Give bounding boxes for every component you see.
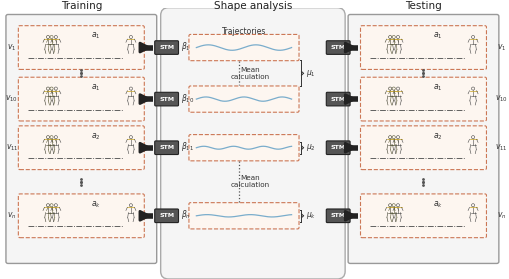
Text: STM: STM	[331, 97, 346, 102]
Text: STM: STM	[159, 45, 174, 50]
FancyBboxPatch shape	[360, 26, 487, 69]
Text: $v_n$: $v_n$	[497, 211, 506, 221]
FancyBboxPatch shape	[6, 15, 157, 263]
Text: $a_1$: $a_1$	[91, 31, 101, 41]
Text: $\mu_1$: $\mu_1$	[306, 68, 316, 79]
FancyBboxPatch shape	[18, 126, 145, 170]
FancyBboxPatch shape	[326, 209, 350, 223]
FancyBboxPatch shape	[155, 209, 179, 223]
Text: $a_1$: $a_1$	[91, 82, 101, 93]
Text: Trajectories: Trajectories	[222, 27, 266, 35]
FancyBboxPatch shape	[155, 141, 179, 155]
FancyBboxPatch shape	[161, 8, 345, 279]
Text: $\beta_1$: $\beta_1$	[181, 40, 190, 53]
Text: $v_{10}$: $v_{10}$	[6, 94, 18, 104]
FancyBboxPatch shape	[326, 92, 350, 106]
Text: $a_1$: $a_1$	[434, 31, 443, 41]
Text: $a_k$: $a_k$	[91, 199, 101, 210]
Text: STM: STM	[331, 45, 346, 50]
Text: $a_2$: $a_2$	[91, 131, 101, 141]
Text: Shape analysis: Shape analysis	[214, 1, 292, 11]
Text: Mean
calculation: Mean calculation	[231, 67, 270, 80]
FancyBboxPatch shape	[18, 77, 145, 121]
Text: STM: STM	[159, 213, 174, 218]
FancyBboxPatch shape	[360, 77, 487, 121]
Text: $a_1$: $a_1$	[434, 82, 443, 93]
FancyBboxPatch shape	[189, 34, 299, 61]
Text: STM: STM	[159, 97, 174, 102]
Text: $\beta_{10}$: $\beta_{10}$	[181, 92, 194, 105]
FancyBboxPatch shape	[326, 141, 350, 155]
FancyBboxPatch shape	[155, 92, 179, 106]
FancyBboxPatch shape	[189, 86, 299, 112]
FancyBboxPatch shape	[189, 134, 299, 161]
FancyBboxPatch shape	[155, 41, 179, 54]
Text: $v_1$: $v_1$	[497, 42, 506, 53]
FancyBboxPatch shape	[189, 203, 299, 229]
Text: $v_1$: $v_1$	[7, 42, 17, 53]
Text: $a_k$: $a_k$	[433, 199, 443, 210]
Text: STM: STM	[159, 145, 174, 150]
Text: $v_{10}$: $v_{10}$	[495, 94, 508, 104]
Text: $\beta_{11}$: $\beta_{11}$	[181, 140, 193, 153]
Text: STM: STM	[331, 213, 346, 218]
Text: $\mu_2$: $\mu_2$	[306, 142, 316, 153]
Text: $a_2$: $a_2$	[434, 131, 443, 141]
FancyBboxPatch shape	[326, 41, 350, 54]
Text: STM: STM	[331, 145, 346, 150]
FancyBboxPatch shape	[18, 194, 145, 238]
Text: Mean
calculation: Mean calculation	[231, 175, 270, 188]
Text: $v_{11}$: $v_{11}$	[495, 143, 508, 153]
Text: $v_{11}$: $v_{11}$	[6, 143, 18, 153]
FancyBboxPatch shape	[348, 15, 499, 263]
FancyBboxPatch shape	[360, 126, 487, 170]
Text: $\mu_k$: $\mu_k$	[306, 210, 317, 221]
FancyBboxPatch shape	[360, 194, 487, 238]
Text: Training: Training	[61, 1, 102, 11]
FancyBboxPatch shape	[18, 26, 145, 69]
Text: $\beta_n$: $\beta_n$	[181, 208, 190, 221]
Text: $v_n$: $v_n$	[7, 211, 17, 221]
Text: Testing: Testing	[405, 1, 442, 11]
